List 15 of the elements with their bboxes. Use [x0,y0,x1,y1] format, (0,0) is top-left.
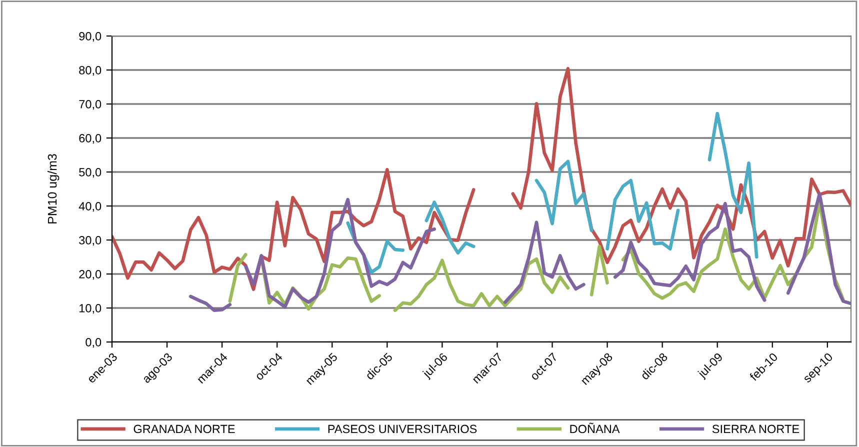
y-tick-label: 10,0 [80,304,102,314]
legend-label: DOÑANA [570,422,620,434]
y-tick-label: 40,0 [78,202,102,212]
y-tick-label: 20,0 [79,270,102,280]
y-axis-title: PM10 ug/m3 [48,154,60,224]
y-tick-label: 80,0 [79,66,102,76]
y-tick-label: 60,0 [79,134,102,144]
y-tick-label: 90,0 [79,32,102,42]
y-tick-label: 50,0 [79,168,102,178]
legend-label: SIERRA NORTE [712,424,800,434]
y-tick-label: 0,0 [86,338,102,348]
y-tick-label: 70,0 [79,100,102,110]
legend-label: PASEOS UNIVERSITARIOS [328,424,477,434]
legend-label: GRANADA NORTE [134,424,235,434]
y-tick-label: 30,0 [79,236,102,246]
